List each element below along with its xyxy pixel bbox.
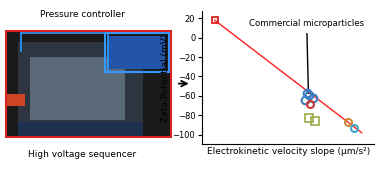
FancyBboxPatch shape: [18, 42, 143, 128]
Text: Pressure controller: Pressure controller: [40, 10, 124, 18]
FancyBboxPatch shape: [18, 122, 143, 137]
FancyBboxPatch shape: [6, 31, 171, 137]
FancyBboxPatch shape: [108, 36, 166, 69]
FancyBboxPatch shape: [7, 94, 25, 106]
FancyBboxPatch shape: [30, 57, 125, 120]
X-axis label: Electrokinetic velocity slope (μm/s²): Electrokinetic velocity slope (μm/s²): [207, 147, 370, 156]
Text: High voltage sequencer: High voltage sequencer: [28, 150, 136, 159]
Y-axis label: Zeta Potential (mV): Zeta Potential (mV): [161, 33, 170, 122]
Text: Commercial microparticles: Commercial microparticles: [249, 19, 364, 93]
